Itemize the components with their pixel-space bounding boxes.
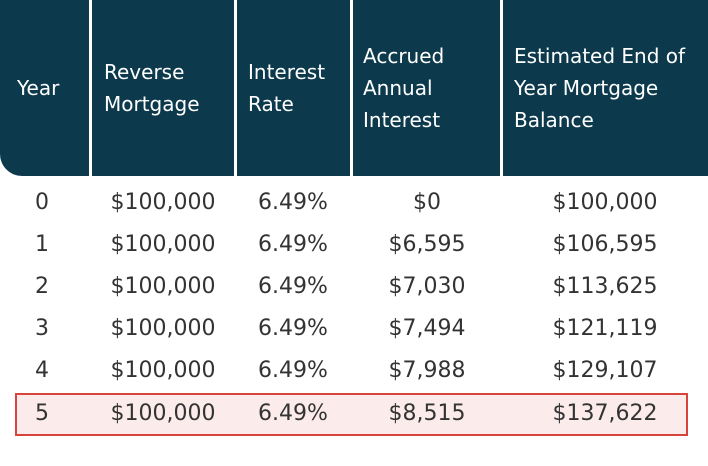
highlighted-row-outline: [15, 393, 688, 436]
table-row-highlighted: 5 $100,000 6.49% $8,515 $137,622: [0, 393, 708, 435]
cell-accrued-interest: $8,515: [388, 401, 466, 426]
cell-reverse-mortgage: $100,000: [110, 316, 216, 341]
cell-reverse-mortgage: $100,000: [110, 190, 216, 215]
cell-interest-rate: 6.49%: [258, 316, 328, 341]
header-divider: [89, 0, 92, 176]
header-accrued-annual-interest: Accrued Annual Interest: [363, 44, 445, 132]
table-row: 4 $100,000 6.49% $7,988 $129,107: [0, 350, 708, 392]
cell-balance: $100,000: [552, 190, 658, 215]
header-divider: [234, 0, 237, 176]
cell-year: 0: [35, 190, 49, 215]
cell-balance: $137,622: [552, 401, 658, 426]
table-row: 2 $100,000 6.49% $7,030 $113,625: [0, 266, 708, 308]
cell-interest-rate: 6.49%: [258, 401, 328, 426]
table-row: 3 $100,000 6.49% $7,494 $121,119: [0, 308, 708, 350]
header-year: Year: [17, 76, 60, 100]
cell-reverse-mortgage: $100,000: [110, 232, 216, 257]
header-divider: [500, 0, 503, 176]
cell-reverse-mortgage: $100,000: [110, 401, 216, 426]
cell-year: 4: [35, 358, 49, 383]
cell-accrued-interest: $0: [413, 190, 441, 215]
cell-interest-rate: 6.49%: [258, 358, 328, 383]
cell-year: 3: [35, 316, 49, 341]
table-row: 1 $100,000 6.49% $6,595 $106,595: [0, 224, 708, 266]
cell-accrued-interest: $7,030: [388, 274, 466, 299]
cell-balance: $129,107: [552, 358, 658, 383]
cell-balance: $121,119: [552, 316, 658, 341]
header-reverse-mortgage: Reverse Mortgage: [104, 60, 200, 116]
cell-year: 2: [35, 274, 49, 299]
cell-reverse-mortgage: $100,000: [110, 358, 216, 383]
cell-interest-rate: 6.49%: [258, 190, 328, 215]
cell-accrued-interest: $6,595: [388, 232, 466, 257]
cell-accrued-interest: $7,988: [388, 358, 466, 383]
header-interest-rate: Interest Rate: [248, 60, 326, 116]
cell-year: 5: [35, 401, 49, 426]
cell-balance: $113,625: [552, 274, 658, 299]
cell-reverse-mortgage: $100,000: [110, 274, 216, 299]
cell-balance: $106,595: [552, 232, 658, 257]
cell-year: 1: [35, 232, 49, 257]
header-divider: [350, 0, 353, 176]
cell-accrued-interest: $7,494: [388, 316, 466, 341]
header-estimated-balance: Estimated End of Year Mortgage Balance: [514, 44, 686, 132]
table-row: 0 $100,000 6.49% $0 $100,000: [0, 182, 708, 224]
table-header: Year Reverse Mortgage Interest Rate Accr…: [0, 0, 708, 176]
cell-interest-rate: 6.49%: [258, 232, 328, 257]
cell-interest-rate: 6.49%: [258, 274, 328, 299]
